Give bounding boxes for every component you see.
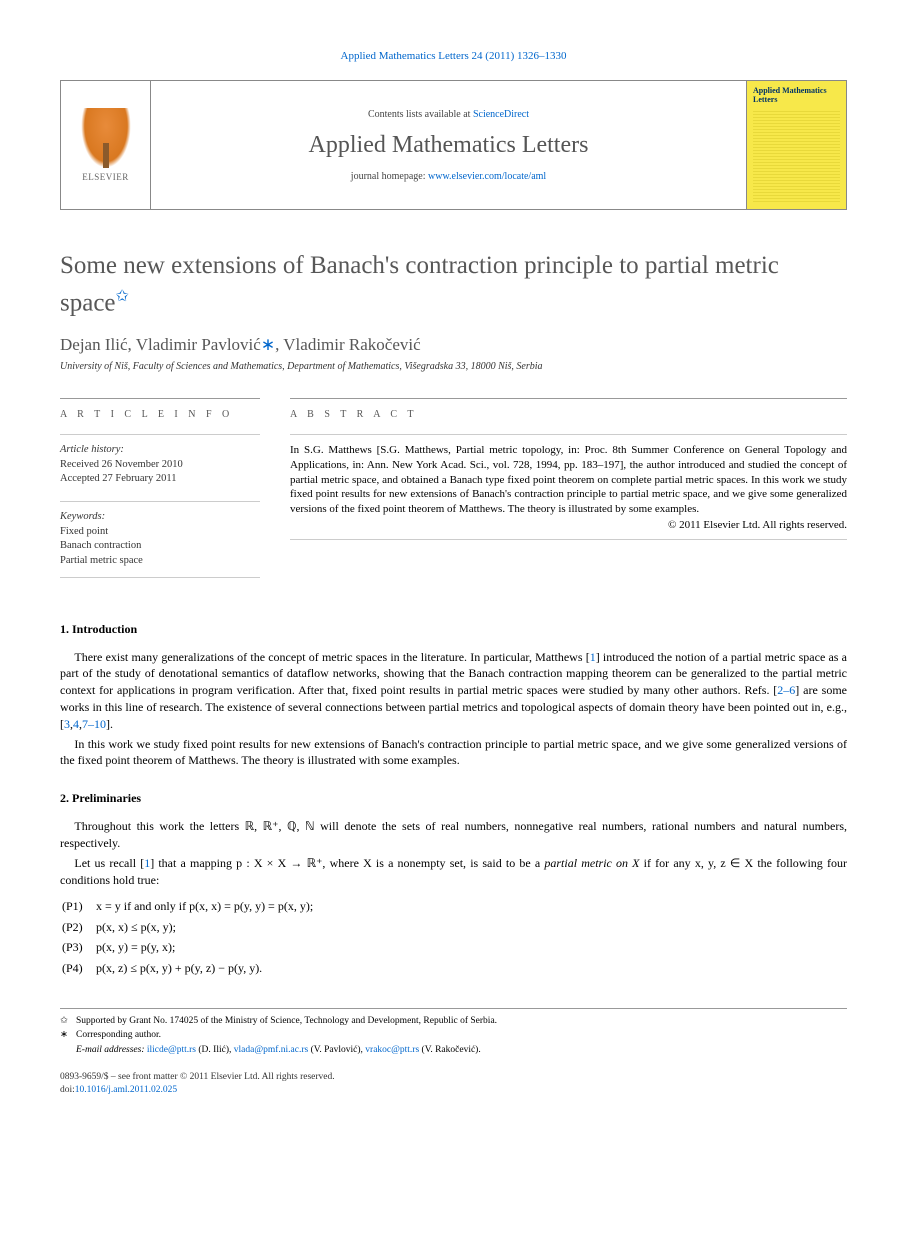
journal-ref-link[interactable]: Applied Mathematics Letters 24 (2011) 13… bbox=[341, 50, 567, 62]
axiom-text: p(x, y) = p(y, x); bbox=[96, 937, 175, 957]
axiom-label: (P4) bbox=[62, 958, 96, 978]
doi-label: doi: bbox=[60, 1085, 75, 1095]
article-info-label: A R T I C L E I N F O bbox=[60, 398, 260, 420]
footnote-corresponding: ∗ Corresponding author. bbox=[60, 1029, 847, 1042]
footnote-funding: ✩ Supported by Grant No. 174025 of the M… bbox=[60, 1015, 847, 1028]
title-footnote-link[interactable]: ✩ bbox=[116, 288, 129, 305]
keyword-1: Fixed point bbox=[60, 525, 260, 540]
journal-reference: Applied Mathematics Letters 24 (2011) 13… bbox=[60, 50, 847, 62]
page-footer: 0893-9659/$ – see front matter © 2011 El… bbox=[60, 1071, 847, 1098]
footnote-text: Corresponding author. bbox=[76, 1029, 161, 1042]
article-title: Some new extensions of Banach's contract… bbox=[60, 250, 847, 319]
text-span: ] that a mapping p : X × X → ℝ⁺, where X… bbox=[150, 856, 544, 870]
elsevier-label: ELSEVIER bbox=[82, 172, 129, 182]
affiliation: University of Niš, Faculty of Sciences a… bbox=[60, 361, 847, 372]
axiom-p1: (P1)x = y if and only if p(x, x) = p(y, … bbox=[62, 896, 847, 916]
masthead-center: Contents lists available at ScienceDirec… bbox=[151, 81, 746, 209]
cover-body-icon bbox=[753, 109, 840, 203]
reference-link[interactable]: 2–6 bbox=[777, 683, 795, 697]
keywords-label: Keywords: bbox=[60, 510, 260, 525]
accepted-date: Accepted 27 February 2011 bbox=[60, 472, 260, 487]
contents-prefix: Contents lists available at bbox=[368, 109, 473, 120]
keyword-3: Partial metric space bbox=[60, 554, 260, 569]
footnote-emails: E-mail addresses: ilicde@ptt.rs (D. Ilić… bbox=[60, 1044, 847, 1057]
footnote-text: E-mail addresses: ilicde@ptt.rs (D. Ilić… bbox=[76, 1044, 481, 1057]
article-history-block: Article history: Received 26 November 20… bbox=[60, 434, 260, 487]
author-sep: , bbox=[128, 335, 136, 354]
front-matter-line: 0893-9659/$ – see front matter © 2011 El… bbox=[60, 1071, 847, 1084]
axiom-p3: (P3)p(x, y) = p(y, x); bbox=[62, 937, 847, 957]
text-span: There exist many generalizations of the … bbox=[74, 650, 589, 664]
sciencedirect-link[interactable]: ScienceDirect bbox=[473, 109, 529, 120]
elsevier-tree-icon bbox=[81, 108, 131, 168]
journal-name: Applied Mathematics Letters bbox=[309, 132, 589, 159]
homepage-link[interactable]: www.elsevier.com/locate/aml bbox=[428, 171, 546, 182]
email-who: (V. Pavlović), bbox=[308, 1045, 365, 1055]
footnote-mark bbox=[60, 1044, 76, 1057]
axiom-p4: (P4)p(x, z) ≤ p(x, y) + p(y, z) − p(y, y… bbox=[62, 958, 847, 978]
email-link-3[interactable]: vrakoc@ptt.rs bbox=[365, 1045, 419, 1055]
journal-cover-thumb[interactable]: Applied Mathematics Letters bbox=[746, 81, 846, 209]
abstract-copyright: © 2011 Elsevier Ltd. All rights reserved… bbox=[290, 519, 847, 540]
cover-title: Applied Mathematics Letters bbox=[753, 87, 840, 105]
title-text: Some new extensions of Banach's contract… bbox=[60, 252, 779, 317]
page-root: Applied Mathematics Letters 24 (2011) 13… bbox=[0, 0, 907, 1137]
email-who: (V. Rakočević). bbox=[419, 1045, 481, 1055]
reference-link[interactable]: 7–10 bbox=[82, 717, 106, 731]
email-link-1[interactable]: ilicde@ptt.rs bbox=[147, 1045, 196, 1055]
axiom-text: x = y if and only if p(x, x) = p(y, y) =… bbox=[96, 896, 313, 916]
abstract-column: A B S T R A C T In S.G. Matthews [S.G. M… bbox=[290, 398, 847, 592]
elsevier-logo[interactable]: ELSEVIER bbox=[61, 81, 151, 209]
section-1-paragraph-1: There exist many generalizations of the … bbox=[60, 649, 847, 733]
author-3[interactable]: Vladimir Rakočević bbox=[283, 335, 420, 354]
axiom-label: (P1) bbox=[62, 896, 96, 916]
email-link-2[interactable]: vlada@pmf.ni.ac.rs bbox=[234, 1045, 308, 1055]
footnote-mark: ✩ bbox=[60, 1015, 76, 1028]
footnote-mark: ∗ bbox=[60, 1029, 76, 1042]
axiom-text: p(x, x) ≤ p(x, y); bbox=[96, 917, 176, 937]
author-1[interactable]: Dejan Ilić bbox=[60, 335, 128, 354]
footnote-text: Supported by Grant No. 174025 of the Min… bbox=[76, 1015, 497, 1028]
email-who: (D. Ilić), bbox=[196, 1045, 234, 1055]
masthead: ELSEVIER Contents lists available at Sci… bbox=[60, 80, 847, 210]
author-2[interactable]: Vladimir Pavlović bbox=[136, 335, 261, 354]
homepage-line: journal homepage: www.elsevier.com/locat… bbox=[351, 171, 546, 182]
article-info-column: A R T I C L E I N F O Article history: R… bbox=[60, 398, 260, 592]
doi-line: doi:10.1016/j.aml.2011.02.025 bbox=[60, 1084, 847, 1097]
axiom-text: p(x, z) ≤ p(x, y) + p(y, z) − p(y, y). bbox=[96, 958, 262, 978]
axiom-p2: (P2)p(x, x) ≤ p(x, y); bbox=[62, 917, 847, 937]
history-label: Article history: bbox=[60, 443, 260, 458]
axiom-label: (P3) bbox=[62, 937, 96, 957]
email-label: E-mail addresses: bbox=[76, 1045, 147, 1055]
axiom-list: (P1)x = y if and only if p(x, x) = p(y, … bbox=[62, 896, 847, 978]
footnotes: ✩ Supported by Grant No. 174025 of the M… bbox=[60, 1008, 847, 1057]
axiom-label: (P2) bbox=[62, 917, 96, 937]
homepage-prefix: journal homepage: bbox=[351, 171, 428, 182]
corresponding-mark-link[interactable]: ∗ bbox=[261, 335, 275, 354]
section-1-heading: 1. Introduction bbox=[60, 622, 847, 637]
contents-line: Contents lists available at ScienceDirec… bbox=[368, 109, 529, 120]
section-2-paragraph-1: Throughout this work the letters ℝ, ℝ⁺, … bbox=[60, 818, 847, 852]
abstract-text: In S.G. Matthews [S.G. Matthews, Partial… bbox=[290, 434, 847, 517]
keyword-2: Banach contraction bbox=[60, 539, 260, 554]
section-1-paragraph-2: In this work we study fixed point result… bbox=[60, 736, 847, 770]
received-date: Received 26 November 2010 bbox=[60, 458, 260, 473]
doi-link[interactable]: 10.1016/j.aml.2011.02.025 bbox=[75, 1085, 177, 1095]
text-span: Let us recall [ bbox=[74, 856, 144, 870]
emphasis: partial metric on X bbox=[544, 856, 639, 870]
text-span: ]. bbox=[106, 717, 113, 731]
abstract-label: A B S T R A C T bbox=[290, 398, 847, 420]
section-2-heading: 2. Preliminaries bbox=[60, 791, 847, 806]
section-2-paragraph-2: Let us recall [1] that a mapping p : X ×… bbox=[60, 855, 847, 889]
info-abstract-row: A R T I C L E I N F O Article history: R… bbox=[60, 398, 847, 592]
authors-line: Dejan Ilić, Vladimir Pavlović∗, Vladimir… bbox=[60, 335, 847, 355]
keywords-block: Keywords: Fixed point Banach contraction… bbox=[60, 501, 260, 578]
